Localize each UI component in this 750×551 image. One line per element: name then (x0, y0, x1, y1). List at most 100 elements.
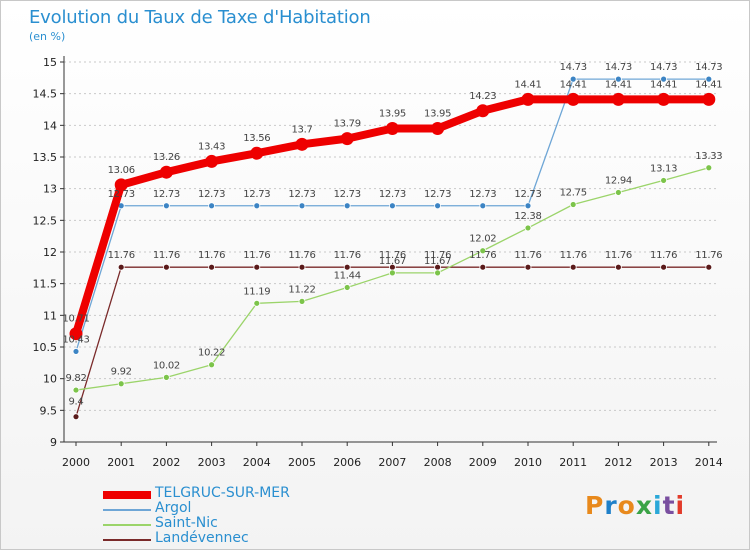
y-tick-label: 12 (43, 246, 57, 259)
data-point (660, 177, 667, 184)
data-point (340, 132, 354, 146)
data-point (295, 137, 309, 151)
data-point (117, 263, 125, 271)
y-tick-label: 13 (43, 183, 57, 196)
data-label: 10.02 (153, 360, 180, 371)
data-label: 14.41 (695, 79, 722, 90)
data-point (524, 263, 532, 271)
data-label: 13.06 (108, 165, 135, 176)
x-tick-label: 2014 (695, 456, 723, 469)
data-label: 14.23 (469, 91, 496, 102)
x-tick-label: 2007 (378, 456, 406, 469)
y-tick-label: 13.5 (33, 151, 58, 164)
data-label: 14.73 (695, 62, 722, 73)
data-point (250, 146, 264, 160)
data-point (208, 263, 216, 271)
data-point (431, 122, 445, 135)
data-label: 11.76 (288, 250, 315, 261)
data-point (298, 263, 306, 271)
data-point (479, 263, 487, 271)
x-tick-label: 2008 (424, 456, 452, 469)
data-label: 13.7 (291, 124, 312, 135)
data-point (479, 202, 487, 210)
y-tick-label: 12.5 (33, 214, 58, 227)
y-tick-label: 10.5 (33, 341, 58, 354)
y-tick-label: 14.5 (33, 88, 58, 101)
series-line (75, 78, 709, 352)
series-line (75, 266, 709, 417)
data-label: 12.38 (514, 211, 541, 222)
data-label: 10.43 (62, 334, 89, 345)
x-tick-label: 2003 (198, 456, 226, 469)
x-tick-label: 2002 (152, 456, 180, 469)
data-point (205, 154, 219, 168)
data-label: 11.19 (243, 286, 270, 297)
data-point (615, 189, 622, 196)
data-label: 13.43 (198, 141, 225, 152)
data-label: 12.73 (108, 189, 135, 200)
data-label: 12.73 (198, 189, 225, 200)
data-label: 12.73 (334, 189, 361, 200)
proxiti-logo: Proxiti (585, 491, 685, 520)
chart-title: Evolution du Taux de Taxe d'Habitation (29, 7, 371, 28)
data-point (162, 263, 170, 271)
data-label: 11.76 (560, 250, 587, 261)
data-label: 14.41 (605, 79, 632, 90)
y-tick-label: 14 (43, 119, 57, 132)
data-label: 11.67 (379, 256, 406, 267)
logo-letter: r (604, 491, 618, 520)
data-point (298, 297, 306, 305)
x-tick-label: 2012 (604, 456, 632, 469)
y-tick-label: 10 (43, 373, 57, 386)
data-point (72, 386, 80, 394)
logo-letter: x (635, 491, 653, 520)
data-label: 11.76 (243, 250, 270, 261)
data-label: 14.41 (514, 79, 541, 90)
data-label: 11.76 (198, 250, 225, 261)
data-label: 12.73 (469, 189, 496, 200)
data-label: 12.73 (514, 189, 541, 200)
y-tick-label: 9 (50, 436, 57, 449)
data-label: 13.26 (153, 152, 180, 163)
data-point (117, 380, 125, 388)
data-label: 14.73 (605, 62, 632, 73)
data-label: 13.95 (379, 109, 406, 120)
series-2 (72, 164, 713, 394)
data-point (657, 92, 671, 106)
data-point (162, 202, 170, 210)
data-point (69, 327, 83, 341)
data-label: 11.76 (334, 250, 361, 261)
x-tick-label: 2011 (559, 456, 587, 469)
x-tick-label: 2000 (62, 456, 90, 469)
data-point (343, 202, 351, 210)
data-point (521, 92, 535, 106)
data-point (524, 202, 532, 210)
data-label: 14.41 (560, 79, 587, 90)
data-label: 11.44 (334, 270, 361, 281)
data-label: 12.02 (469, 234, 496, 245)
logo-letter: P (585, 491, 605, 520)
data-label: 10.22 (198, 348, 225, 359)
logo-letter: o (617, 491, 636, 520)
y-tick-label: 9.5 (40, 404, 58, 417)
data-point (615, 263, 622, 271)
y-tick-label: 11 (43, 309, 57, 322)
y-tick-label: 11.5 (33, 278, 58, 291)
series-labels-3: 9.411.76 11.76 11.76 11.76 11.76 11.76 11.76 11… (68, 250, 722, 407)
data-point (72, 413, 80, 421)
data-point (159, 165, 173, 179)
data-label: 12.75 (560, 188, 587, 199)
x-tick-label: 2006 (333, 456, 361, 469)
data-label: 13.56 (243, 133, 270, 144)
x-tick-label: 2005 (288, 456, 316, 469)
data-label: 11.76 (650, 250, 677, 261)
data-point (660, 75, 667, 83)
data-point (615, 75, 622, 83)
data-label: 12.94 (605, 175, 632, 186)
legend-swatch (103, 509, 151, 511)
data-label: 11.76 (108, 250, 135, 261)
legend-label: Landévennec (155, 530, 249, 546)
